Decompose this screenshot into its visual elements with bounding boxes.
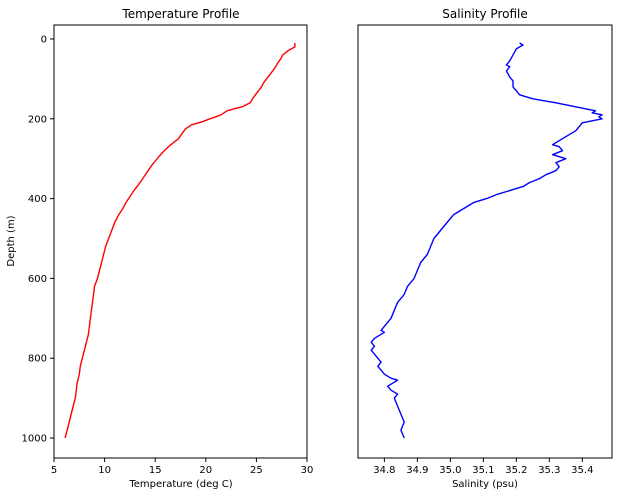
temperature-x-tick-label: 30: [301, 465, 314, 476]
temperature-y-tick-label: 400: [28, 194, 47, 205]
temperature-y-tick-label: 1000: [22, 434, 47, 445]
temperature-y-tick-label: 600: [28, 274, 47, 285]
salinity-x-tick-label: 34.9: [406, 465, 428, 476]
temperature-y-tick-label: 0: [41, 34, 47, 45]
salinity-x-axis-label: Salinity (psu): [452, 479, 518, 490]
salinity-x-tick-label: 35.3: [538, 465, 560, 476]
salinity-x-tick-label: 34.8: [373, 465, 395, 476]
temperature-x-tick-label: 20: [199, 465, 212, 476]
temperature-x-tick-label: 15: [149, 465, 162, 476]
temperature-x-tick-label: 25: [250, 465, 263, 476]
salinity-x-tick-label: 35.4: [571, 465, 593, 476]
salinity-plot-area: 34.8 34.9 35.0 35.1 35.2 35.3 35.4: [370, 42, 603, 476]
temperature-panel: Temperature Profile 5 10 15 20 25 30 0 200 400 60…: [6, 7, 313, 490]
temperature-x-tick-label: 5: [51, 465, 57, 476]
salinity-chart-title: Salinity Profile: [442, 7, 528, 21]
temperature-chart-title: Temperature Profile: [121, 7, 239, 21]
salinity-x-tick-label: 35.1: [472, 465, 494, 476]
salinity-axes-frame: [357, 24, 613, 459]
temperature-plot-area: 5 10 15 20 25 30 0 200 400 600 800 1000: [22, 34, 314, 476]
salinity-profile-line: [370, 42, 603, 439]
salinity-panel: Salinity Profile 34.8 34.9 35.0 35.1 35.2 35.…: [357, 7, 613, 490]
temperature-y-axis-label: Depth (m): [6, 215, 17, 266]
temperature-y-tick-label: 800: [28, 354, 47, 365]
temperature-x-tick-label: 10: [98, 465, 111, 476]
salinity-x-tick-label: 35.2: [505, 465, 527, 476]
temperature-profile-line: [64, 43, 296, 439]
temperature-axes-frame: [53, 24, 308, 459]
temperature-y-tick-label: 200: [28, 114, 47, 125]
temperature-x-axis-label: Temperature (deg C): [128, 479, 232, 490]
salinity-x-tick-label: 35.0: [439, 465, 461, 476]
